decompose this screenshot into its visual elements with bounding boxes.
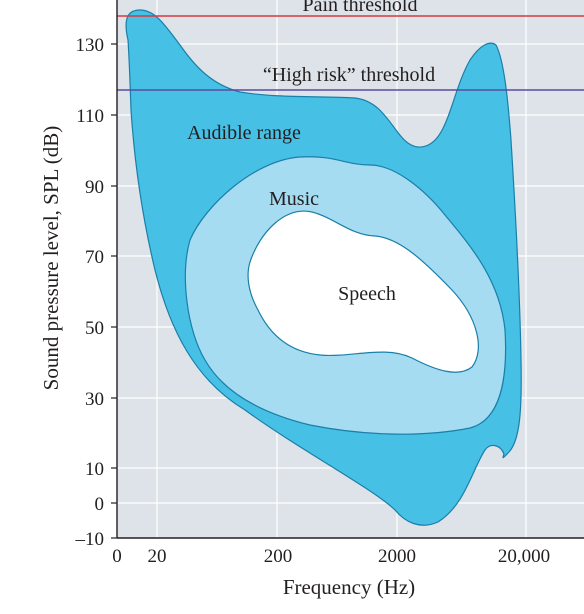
x-axis-label: Frequency (Hz) <box>283 575 415 599</box>
audible-range-label: Audible range <box>187 122 301 144</box>
x-tick-label: 2000 <box>378 546 416 567</box>
y-tick-label: 110 <box>76 106 104 127</box>
y-tick-label: 90 <box>85 177 104 198</box>
x-tick-label: 20 <box>148 546 167 567</box>
y-axis-tick-labels: 130 110 90 70 50 30 10 0 –10 <box>75 35 105 550</box>
y-tick-label: 30 <box>85 389 104 410</box>
y-axis-tick-marks <box>111 43 117 539</box>
y-tick-label: 130 <box>76 35 105 56</box>
y-tick-label: 70 <box>85 247 104 268</box>
y-axis-label: Sound pressure level, SPL (dB) <box>39 126 63 391</box>
high-risk-threshold-label: “High risk” threshold <box>263 64 435 86</box>
y-tick-label: 10 <box>85 459 104 480</box>
speech-label: Speech <box>338 283 396 305</box>
speech-region <box>247 210 479 373</box>
y-tick-label: 50 <box>85 318 104 339</box>
music-label: Music <box>269 188 319 210</box>
x-tick-label: 200 <box>264 546 293 567</box>
pain-threshold-label: Pain threshold <box>303 0 418 16</box>
x-tick-label: 0 <box>112 546 122 567</box>
y-tick-label: –10 <box>75 529 105 550</box>
y-tick-label: 0 <box>95 494 105 515</box>
x-axis-tick-labels: 0 20 200 2000 20,000 <box>112 546 550 567</box>
x-tick-label: 20,000 <box>498 546 550 567</box>
